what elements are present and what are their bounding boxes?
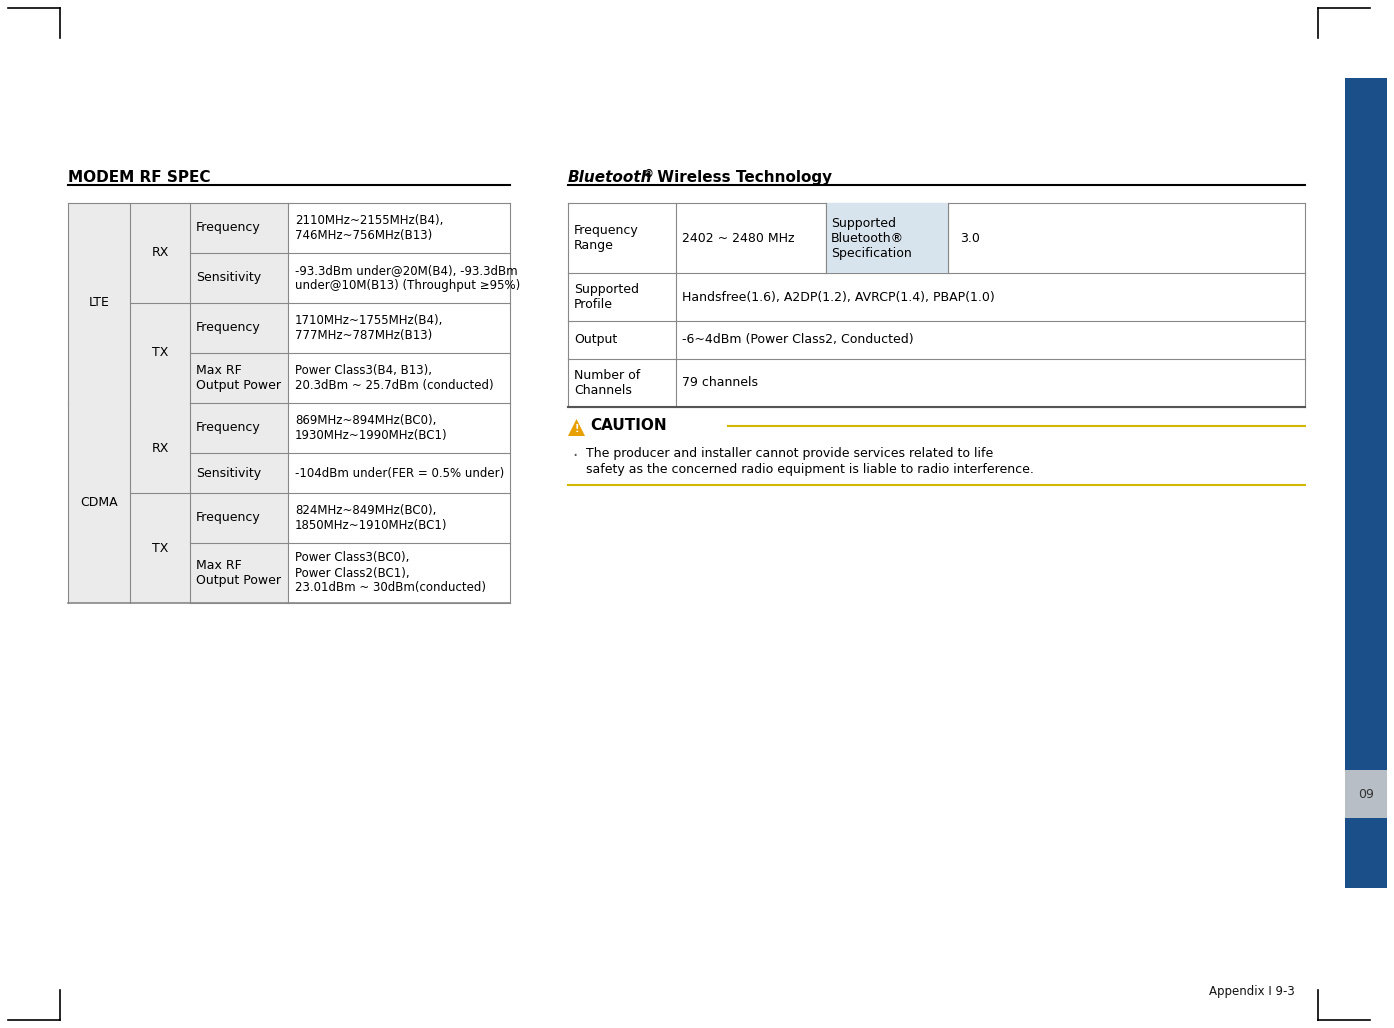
Bar: [68, 403, 289, 603]
Bar: [68, 203, 289, 403]
Polygon shape: [567, 419, 585, 436]
Text: !: !: [574, 424, 579, 434]
Text: 3.0: 3.0: [960, 231, 980, 245]
Text: Frequency: Frequency: [197, 322, 261, 334]
Text: TX: TX: [152, 542, 169, 554]
Text: Wireless Technology: Wireless Technology: [652, 170, 832, 185]
Text: RX: RX: [152, 247, 169, 259]
Text: Max RF
Output Power: Max RF Output Power: [197, 559, 282, 587]
Text: Appendix I 9-3: Appendix I 9-3: [1209, 985, 1295, 998]
Text: 09: 09: [1358, 787, 1374, 801]
Text: Supported
Bluetooth®
Specification: Supported Bluetooth® Specification: [831, 217, 912, 259]
Text: LTE: LTE: [89, 296, 110, 309]
Text: 79 channels: 79 channels: [682, 376, 758, 390]
Bar: [1345, 78, 1387, 770]
Text: Frequency: Frequency: [197, 421, 261, 435]
Text: Power Class3(B4, B13),
20.3dBm ~ 25.7dBm (conducted): Power Class3(B4, B13), 20.3dBm ~ 25.7dBm…: [296, 364, 493, 392]
Text: ·: ·: [572, 447, 577, 465]
Bar: [827, 203, 948, 273]
Text: ®: ®: [644, 169, 654, 179]
Bar: [1345, 770, 1387, 818]
Text: 1710MHz~1755MHz(B4),
777MHz~787MHz(B13): 1710MHz~1755MHz(B4), 777MHz~787MHz(B13): [296, 314, 443, 342]
Text: MODEM RF SPEC: MODEM RF SPEC: [68, 170, 210, 185]
Text: 2402 ~ 2480 MHz: 2402 ~ 2480 MHz: [682, 231, 795, 245]
Text: TX: TX: [152, 346, 169, 360]
Text: Frequency: Frequency: [197, 221, 261, 234]
Text: safety as the concerned radio equipment is liable to radio interference.: safety as the concerned radio equipment …: [585, 463, 1034, 476]
Text: Power Class3(BC0),
Power Class2(BC1),
23.01dBm ~ 30dBm(conducted): Power Class3(BC0), Power Class2(BC1), 23…: [296, 551, 487, 594]
Text: Handsfree(1.6), A2DP(1.2), AVRCP(1.4), PBAP(1.0): Handsfree(1.6), A2DP(1.2), AVRCP(1.4), P…: [682, 291, 995, 303]
Text: -104dBm under(FER = 0.5% under): -104dBm under(FER = 0.5% under): [296, 467, 505, 479]
Text: Sensitivity: Sensitivity: [197, 271, 261, 285]
Text: Supported
Profile: Supported Profile: [574, 283, 638, 311]
Text: Output: Output: [574, 333, 618, 346]
Text: RX: RX: [152, 441, 169, 454]
Text: Frequency
Range: Frequency Range: [574, 224, 638, 252]
Text: The producer and installer cannot provide services related to life: The producer and installer cannot provid…: [585, 447, 994, 460]
Text: CAUTION: CAUTION: [590, 418, 666, 434]
Text: -6~4dBm (Power Class2, Conducted): -6~4dBm (Power Class2, Conducted): [682, 333, 913, 346]
Text: 2110MHz~2155MHz(B4),
746MHz~756MHz(B13): 2110MHz~2155MHz(B4), 746MHz~756MHz(B13): [296, 214, 443, 242]
Text: -93.3dBm under@20M(B4), -93.3dBm
under@10M(B13) (Throughput ≥95%): -93.3dBm under@20M(B4), -93.3dBm under@1…: [296, 264, 520, 292]
Text: 824MHz~849MHz(BC0),
1850MHz~1910MHz(BC1): 824MHz~849MHz(BC0), 1850MHz~1910MHz(BC1): [296, 504, 447, 533]
Text: CDMA: CDMA: [81, 497, 118, 510]
Text: Frequency: Frequency: [197, 512, 261, 524]
Text: Number of
Channels: Number of Channels: [574, 369, 640, 397]
Text: Bluetooth: Bluetooth: [567, 170, 652, 185]
Text: Sensitivity: Sensitivity: [197, 467, 261, 479]
Text: 869MHz~894MHz(BC0),
1930MHz~1990MHz(BC1): 869MHz~894MHz(BC0), 1930MHz~1990MHz(BC1): [296, 414, 447, 442]
Bar: [1345, 818, 1387, 888]
Text: Max RF
Output Power: Max RF Output Power: [197, 364, 282, 392]
